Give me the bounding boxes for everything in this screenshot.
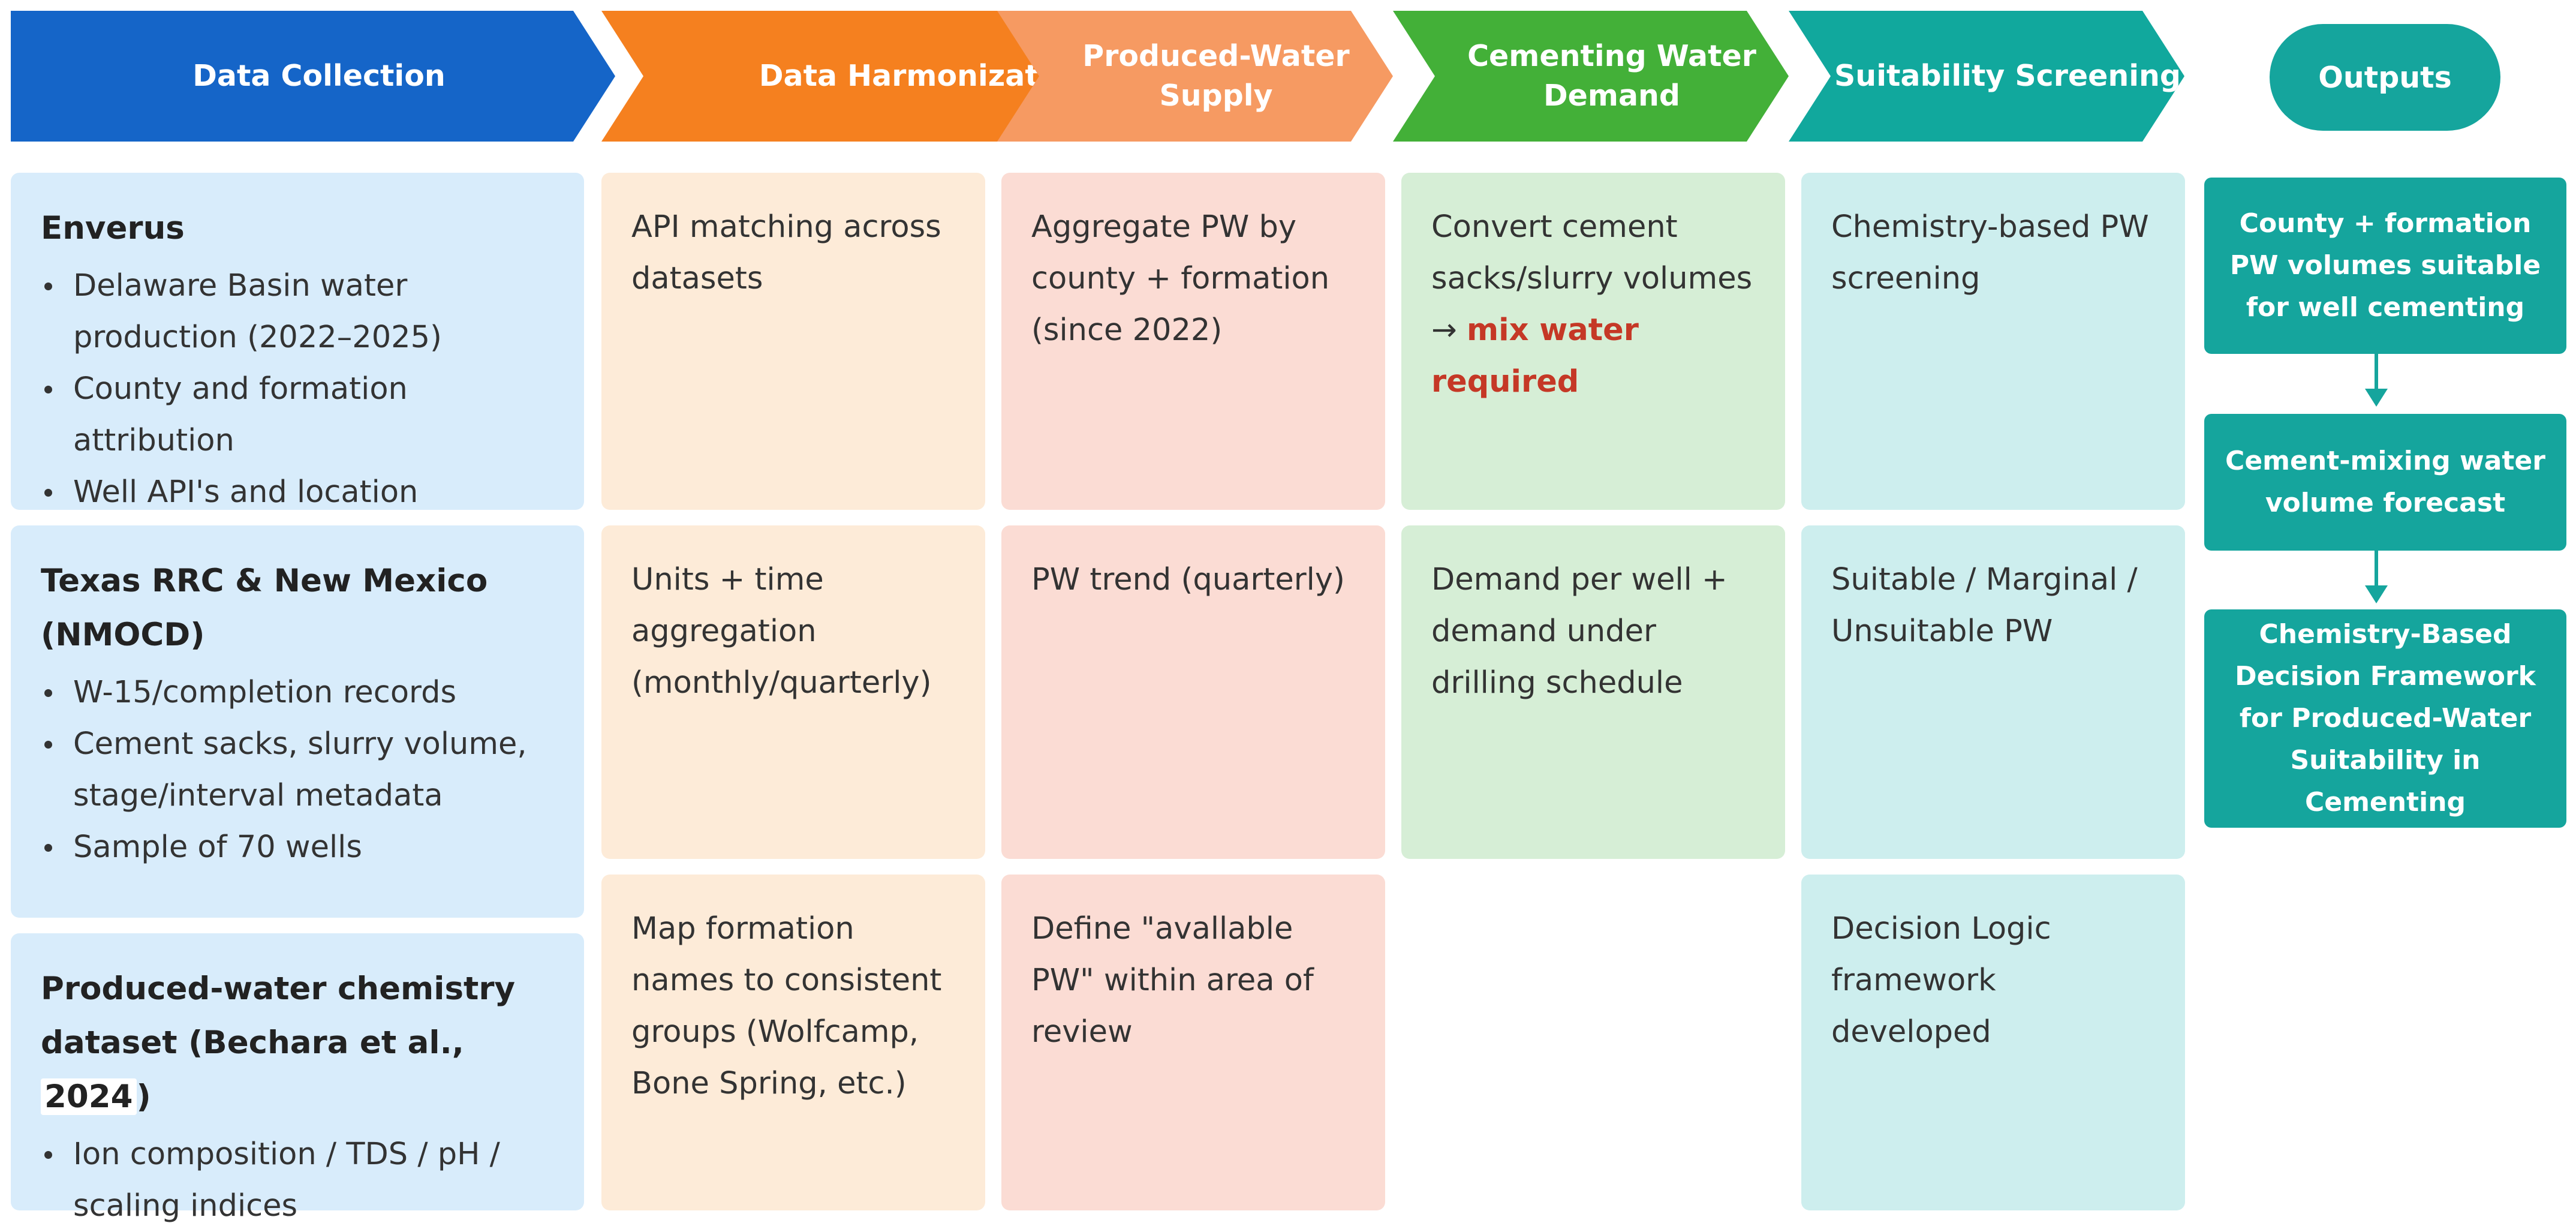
- stage-data-collection: Data Collection: [11, 11, 615, 142]
- output-decision-framework: Chemistry-Based Decision Framework for P…: [2204, 609, 2566, 828]
- bullet-list: Delaware Basin water production (2022–20…: [41, 260, 554, 518]
- stage-suitability-screening: Suitability Screening: [1789, 11, 2184, 142]
- output-text: Cement-mixing water volume forecast: [2225, 446, 2545, 518]
- stage-label: Suitability Screening: [1834, 59, 2181, 93]
- list-item: Well API's and location: [41, 467, 554, 518]
- card-title-close: ): [136, 1078, 151, 1115]
- connector-line: [2375, 354, 2378, 390]
- list-item: Sample of 70 wells: [41, 822, 554, 873]
- list-item: County and formation attribution: [41, 363, 554, 467]
- list-item: Cement sacks, slurry volume, stage/inter…: [41, 719, 554, 822]
- card-api-matching: API matching across datasets: [601, 173, 985, 510]
- card-text: Chemistry-based PW screening: [1831, 209, 2149, 296]
- stage-produced-water-supply: Produced-Water Supply: [997, 11, 1393, 142]
- card-text: Decision Logic framework developed: [1831, 911, 2051, 1050]
- connector-line: [2375, 551, 2378, 587]
- card-pw-trend: PW trend (quarterly): [1001, 525, 1385, 859]
- card-decision-logic: Decision Logic framework developed: [1801, 875, 2185, 1210]
- card-chemistry-based-screening: Chemistry-based PW screening: [1801, 173, 2185, 510]
- card-text: Units + time aggregation (monthly/quarte…: [631, 562, 932, 701]
- card-text: Map formation names to consistent groups…: [631, 911, 942, 1101]
- card-texas-rrc-nmocd: Texas RRC & New Mexico (NMOCD) W-15/comp…: [11, 525, 584, 918]
- card-pw-chemistry-dataset: Produced-water chemistry dataset (Bechar…: [11, 933, 584, 1224]
- stage-label: Cementing Water Demand: [1467, 39, 1756, 113]
- card-map-formation-names: Map formation names to consistent groups…: [601, 875, 985, 1210]
- card-demand-per-well: Demand per well + demand under drilling …: [1401, 525, 1785, 859]
- down-arrow-icon: [2365, 389, 2388, 407]
- card-text: API matching across datasets: [631, 209, 941, 296]
- card-aggregate-pw: Aggregate PW by county + formation (sinc…: [1001, 173, 1385, 510]
- card-title: Texas RRC & New Mexico (NMOCD): [41, 563, 488, 653]
- list-item: Ion composition / TDS / pH / scaling ind…: [41, 1129, 554, 1232]
- card-text: Demand per well + demand under drilling …: [1431, 562, 1728, 701]
- card-suitable-marginal-unsuitable: Suitable / Marginal / Unsuitable PW: [1801, 525, 2185, 859]
- list-item: Delaware Basin water production (2022–20…: [41, 260, 554, 363]
- card-title: Produced-water chemistry dataset (Bechar…: [41, 962, 554, 1124]
- card-text: Aggregate PW by county + formation (sinc…: [1031, 209, 1330, 348]
- output-text: Chemistry-Based Decision Framework for P…: [2235, 619, 2536, 818]
- card-define-available-pw: Define "avallable PW" within area of rev…: [1001, 875, 1385, 1210]
- card-text: PW trend (quarterly): [1031, 562, 1345, 597]
- highlight-text: mix water required: [1431, 312, 1639, 399]
- card-text: Convert cement sacks/slurry volumes: [1431, 209, 1753, 296]
- outputs-header: Outputs: [2270, 24, 2500, 131]
- outputs-header-label: Outputs: [2318, 60, 2452, 95]
- bullet-list: Ion composition / TDS / pH / scaling ind…: [41, 1129, 554, 1232]
- bullet-list: W-15/completion records Cement sacks, sl…: [41, 667, 554, 873]
- output-text: County + formation PW volumes suitable f…: [2229, 208, 2541, 323]
- card-title: Enverus: [41, 210, 185, 247]
- output-water-forecast: Cement-mixing water volume forecast: [2204, 414, 2566, 551]
- stage-cementing-water-demand: Cementing Water Demand: [1393, 11, 1789, 142]
- output-pw-volumes: County + formation PW volumes suitable f…: [2204, 178, 2566, 354]
- card-text: Define "avallable PW" within area of rev…: [1031, 911, 1314, 1050]
- stage-label: Produced-Water Supply: [1082, 39, 1350, 113]
- card-title-main: Produced-water chemistry dataset (Bechar…: [41, 970, 516, 1061]
- arrow-glyph: →: [1431, 312, 1457, 348]
- down-arrow-icon: [2365, 585, 2388, 603]
- card-title-year: 2024: [41, 1078, 137, 1115]
- stage-label: Data Collection: [192, 59, 446, 93]
- card-text: Suitable / Marginal / Unsuitable PW: [1831, 562, 2138, 649]
- list-item: W-15/completion records: [41, 667, 554, 719]
- card-convert-cement-sacks: Convert cement sacks/slurry volumes → mi…: [1401, 173, 1785, 510]
- card-enverus: Enverus Delaware Basin water production …: [11, 173, 584, 510]
- card-units-time-aggregation: Units + time aggregation (monthly/quarte…: [601, 525, 985, 859]
